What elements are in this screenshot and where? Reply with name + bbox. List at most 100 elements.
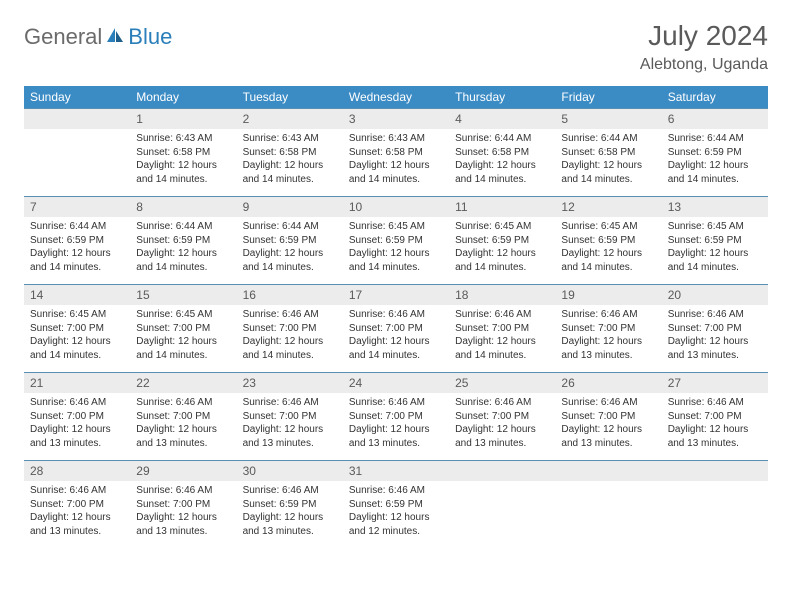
day-cell: 27Sunrise: 6:46 AMSunset: 7:00 PMDayligh…	[662, 373, 768, 461]
calendar-table: SundayMondayTuesdayWednesdayThursdayFrid…	[24, 86, 768, 548]
day-body-empty	[555, 481, 661, 533]
logo-text-general: General	[24, 24, 102, 50]
day-cell: 13Sunrise: 6:45 AMSunset: 6:59 PMDayligh…	[662, 197, 768, 285]
day-of-week-row: SundayMondayTuesdayWednesdayThursdayFrid…	[24, 86, 768, 109]
day-cell: 16Sunrise: 6:46 AMSunset: 7:00 PMDayligh…	[237, 285, 343, 373]
day-body: Sunrise: 6:46 AMSunset: 7:00 PMDaylight:…	[24, 393, 130, 460]
day-body: Sunrise: 6:45 AMSunset: 6:59 PMDaylight:…	[449, 217, 555, 284]
day-cell: 3Sunrise: 6:43 AMSunset: 6:58 PMDaylight…	[343, 109, 449, 197]
logo: General Blue	[24, 20, 172, 50]
day-body: Sunrise: 6:44 AMSunset: 6:59 PMDaylight:…	[130, 217, 236, 284]
month-title: July 2024	[640, 20, 768, 52]
day-number: 9	[237, 197, 343, 217]
day-cell: 21Sunrise: 6:46 AMSunset: 7:00 PMDayligh…	[24, 373, 130, 461]
day-body: Sunrise: 6:44 AMSunset: 6:58 PMDaylight:…	[555, 129, 661, 196]
day-cell: 7Sunrise: 6:44 AMSunset: 6:59 PMDaylight…	[24, 197, 130, 285]
day-body: Sunrise: 6:46 AMSunset: 7:00 PMDaylight:…	[555, 393, 661, 460]
day-number: 22	[130, 373, 236, 393]
day-cell	[24, 109, 130, 197]
day-cell: 6Sunrise: 6:44 AMSunset: 6:59 PMDaylight…	[662, 109, 768, 197]
day-number: 1	[130, 109, 236, 129]
day-body: Sunrise: 6:46 AMSunset: 7:00 PMDaylight:…	[130, 481, 236, 548]
day-number: 26	[555, 373, 661, 393]
day-body: Sunrise: 6:43 AMSunset: 6:58 PMDaylight:…	[343, 129, 449, 196]
day-number: 18	[449, 285, 555, 305]
day-cell: 22Sunrise: 6:46 AMSunset: 7:00 PMDayligh…	[130, 373, 236, 461]
day-number-empty	[555, 461, 661, 481]
day-number: 15	[130, 285, 236, 305]
day-number: 19	[555, 285, 661, 305]
day-body: Sunrise: 6:43 AMSunset: 6:58 PMDaylight:…	[237, 129, 343, 196]
day-cell	[662, 461, 768, 549]
day-number: 12	[555, 197, 661, 217]
day-cell: 25Sunrise: 6:46 AMSunset: 7:00 PMDayligh…	[449, 373, 555, 461]
day-body: Sunrise: 6:45 AMSunset: 6:59 PMDaylight:…	[662, 217, 768, 284]
day-number: 6	[662, 109, 768, 129]
day-number: 23	[237, 373, 343, 393]
day-body-empty	[24, 129, 130, 181]
day-of-week-header: Friday	[555, 86, 661, 109]
title-block: July 2024 Alebtong, Uganda	[640, 20, 768, 74]
day-body: Sunrise: 6:43 AMSunset: 6:58 PMDaylight:…	[130, 129, 236, 196]
day-number: 8	[130, 197, 236, 217]
logo-sail-icon	[105, 26, 125, 49]
day-cell: 28Sunrise: 6:46 AMSunset: 7:00 PMDayligh…	[24, 461, 130, 549]
day-number: 31	[343, 461, 449, 481]
day-cell: 24Sunrise: 6:46 AMSunset: 7:00 PMDayligh…	[343, 373, 449, 461]
day-of-week-header: Monday	[130, 86, 236, 109]
day-body: Sunrise: 6:46 AMSunset: 7:00 PMDaylight:…	[343, 305, 449, 372]
day-body: Sunrise: 6:44 AMSunset: 6:59 PMDaylight:…	[24, 217, 130, 284]
day-cell: 11Sunrise: 6:45 AMSunset: 6:59 PMDayligh…	[449, 197, 555, 285]
day-number: 13	[662, 197, 768, 217]
week-row: 7Sunrise: 6:44 AMSunset: 6:59 PMDaylight…	[24, 197, 768, 285]
day-number: 24	[343, 373, 449, 393]
day-cell: 19Sunrise: 6:46 AMSunset: 7:00 PMDayligh…	[555, 285, 661, 373]
week-row: 14Sunrise: 6:45 AMSunset: 7:00 PMDayligh…	[24, 285, 768, 373]
day-number: 20	[662, 285, 768, 305]
day-number: 10	[343, 197, 449, 217]
day-cell: 29Sunrise: 6:46 AMSunset: 7:00 PMDayligh…	[130, 461, 236, 549]
day-number: 3	[343, 109, 449, 129]
day-of-week-header: Wednesday	[343, 86, 449, 109]
location: Alebtong, Uganda	[640, 56, 768, 74]
day-body: Sunrise: 6:46 AMSunset: 7:00 PMDaylight:…	[130, 393, 236, 460]
day-body: Sunrise: 6:46 AMSunset: 7:00 PMDaylight:…	[24, 481, 130, 548]
day-number: 11	[449, 197, 555, 217]
day-number: 27	[662, 373, 768, 393]
day-cell: 8Sunrise: 6:44 AMSunset: 6:59 PMDaylight…	[130, 197, 236, 285]
week-row: 21Sunrise: 6:46 AMSunset: 7:00 PMDayligh…	[24, 373, 768, 461]
day-cell: 30Sunrise: 6:46 AMSunset: 6:59 PMDayligh…	[237, 461, 343, 549]
day-number-empty	[662, 461, 768, 481]
week-row: 1Sunrise: 6:43 AMSunset: 6:58 PMDaylight…	[24, 109, 768, 197]
day-cell: 5Sunrise: 6:44 AMSunset: 6:58 PMDaylight…	[555, 109, 661, 197]
day-cell: 18Sunrise: 6:46 AMSunset: 7:00 PMDayligh…	[449, 285, 555, 373]
day-cell: 12Sunrise: 6:45 AMSunset: 6:59 PMDayligh…	[555, 197, 661, 285]
day-cell	[449, 461, 555, 549]
day-cell: 1Sunrise: 6:43 AMSunset: 6:58 PMDaylight…	[130, 109, 236, 197]
day-number: 5	[555, 109, 661, 129]
week-row: 28Sunrise: 6:46 AMSunset: 7:00 PMDayligh…	[24, 461, 768, 549]
day-body: Sunrise: 6:46 AMSunset: 7:00 PMDaylight:…	[662, 393, 768, 460]
day-number: 29	[130, 461, 236, 481]
day-cell: 4Sunrise: 6:44 AMSunset: 6:58 PMDaylight…	[449, 109, 555, 197]
day-of-week-header: Saturday	[662, 86, 768, 109]
day-cell: 15Sunrise: 6:45 AMSunset: 7:00 PMDayligh…	[130, 285, 236, 373]
day-body-empty	[449, 481, 555, 533]
day-body: Sunrise: 6:46 AMSunset: 6:59 PMDaylight:…	[237, 481, 343, 548]
logo-text-blue: Blue	[128, 24, 172, 50]
day-body: Sunrise: 6:46 AMSunset: 7:00 PMDaylight:…	[555, 305, 661, 372]
day-number-empty	[449, 461, 555, 481]
day-number: 2	[237, 109, 343, 129]
day-cell: 20Sunrise: 6:46 AMSunset: 7:00 PMDayligh…	[662, 285, 768, 373]
day-cell: 23Sunrise: 6:46 AMSunset: 7:00 PMDayligh…	[237, 373, 343, 461]
day-body: Sunrise: 6:46 AMSunset: 7:00 PMDaylight:…	[662, 305, 768, 372]
day-body: Sunrise: 6:46 AMSunset: 7:00 PMDaylight:…	[237, 305, 343, 372]
day-body: Sunrise: 6:46 AMSunset: 6:59 PMDaylight:…	[343, 481, 449, 548]
day-body: Sunrise: 6:44 AMSunset: 6:58 PMDaylight:…	[449, 129, 555, 196]
day-body: Sunrise: 6:45 AMSunset: 7:00 PMDaylight:…	[24, 305, 130, 372]
day-body: Sunrise: 6:44 AMSunset: 6:59 PMDaylight:…	[662, 129, 768, 196]
day-body: Sunrise: 6:45 AMSunset: 7:00 PMDaylight:…	[130, 305, 236, 372]
day-number: 4	[449, 109, 555, 129]
day-number: 25	[449, 373, 555, 393]
day-number: 14	[24, 285, 130, 305]
